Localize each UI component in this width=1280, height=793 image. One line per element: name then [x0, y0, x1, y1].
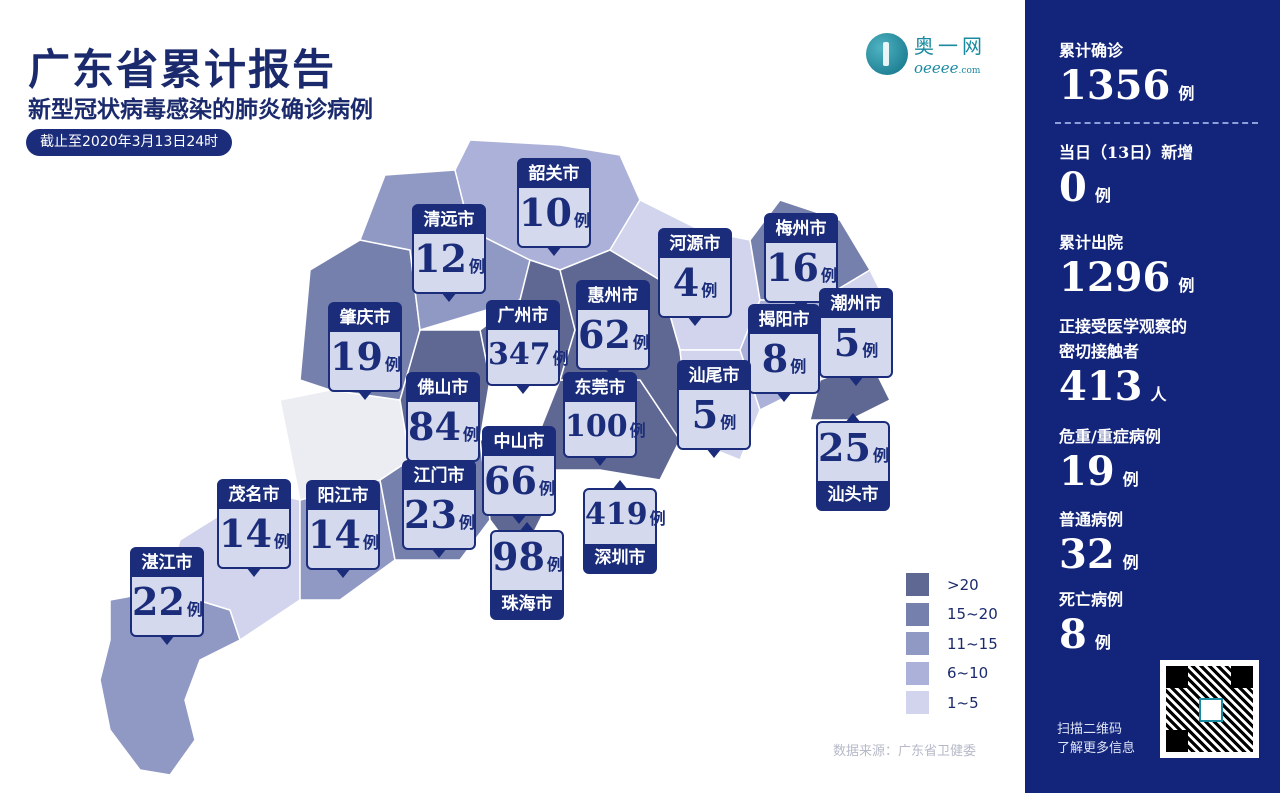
legend-item: 11~15 [906, 629, 998, 659]
infographic-main: 广东省累计报告 新型冠状病毒感染的肺炎确诊病例 截止至2020年3月13日24时… [26, 30, 998, 775]
map-legend: >20 15~20 11~15 6~10 1~5 [906, 570, 998, 718]
stat-discharged: 累计出院 1296 例 [1059, 233, 1195, 301]
city-pin-shaoguan: 韶关市 10 例 [517, 158, 591, 256]
stat-ordinary: 普通病例 32 例 [1059, 510, 1139, 578]
page-subtitle: 新型冠状病毒感染的肺炎确诊病例 [28, 97, 373, 123]
city-pin-yangjiang: 阳江市 14 例 [306, 480, 380, 578]
city-pin-jiangmen: 江门市 23 例 [402, 460, 476, 558]
city-pin-maoming: 茂名市 14 例 [217, 479, 291, 577]
data-source: 数据来源：广东省卫健委 [833, 744, 977, 759]
stat-severe: 危重/重症病例 19 例 [1059, 427, 1161, 495]
city-pin-zhongshan: 中山市 66 例 [482, 426, 556, 524]
legend-item: >20 [906, 570, 998, 600]
qr-caption: 扫描二维码 了解更多信息 [1057, 722, 1136, 756]
stat-close-contacts: 正接受医学观察的 密切接触者 413 人 [1059, 317, 1188, 410]
page-title: 广东省累计报告 [28, 45, 337, 94]
city-pin-zhaoqing: 肇庆市 19 例 [328, 302, 402, 400]
logo-en: oeeee.com [914, 59, 981, 77]
city-pin-foshan: 佛山市 84 例 [406, 372, 480, 470]
legend-item: 15~20 [906, 600, 998, 630]
stat-total-confirmed: 累计确诊 1356 例 [1059, 41, 1195, 109]
city-pin-zhuhai: 98 例 珠海市 [490, 522, 564, 620]
oeeee-logo: 奥一网 oeeee.com [866, 30, 986, 77]
legend-item: 1~5 [906, 688, 998, 718]
logo-icon [866, 32, 908, 75]
city-pin-zhanjiang: 湛江市 22 例 [130, 547, 204, 645]
city-pin-shantou: 25 例 汕头市 [816, 413, 890, 511]
logo-cn: 奥一网 [914, 34, 986, 58]
legend-item: 6~10 [906, 659, 998, 689]
city-pin-guangzhou: 广州市 347 例 [486, 300, 569, 394]
city-pin-huizhou: 惠州市 62 例 [576, 280, 650, 378]
city-pin-qingyuan: 清远市 12 例 [412, 204, 486, 302]
qr-code[interactable] [1160, 660, 1259, 758]
qr-code-icon [1166, 666, 1253, 752]
city-pin-dongguan: 东莞市 100 例 [563, 372, 646, 466]
divider [1055, 122, 1258, 124]
city-pin-shenzhen: 419 例 深圳市 [583, 480, 666, 574]
date-badge: 截止至2020年3月13日24时 [26, 129, 233, 156]
